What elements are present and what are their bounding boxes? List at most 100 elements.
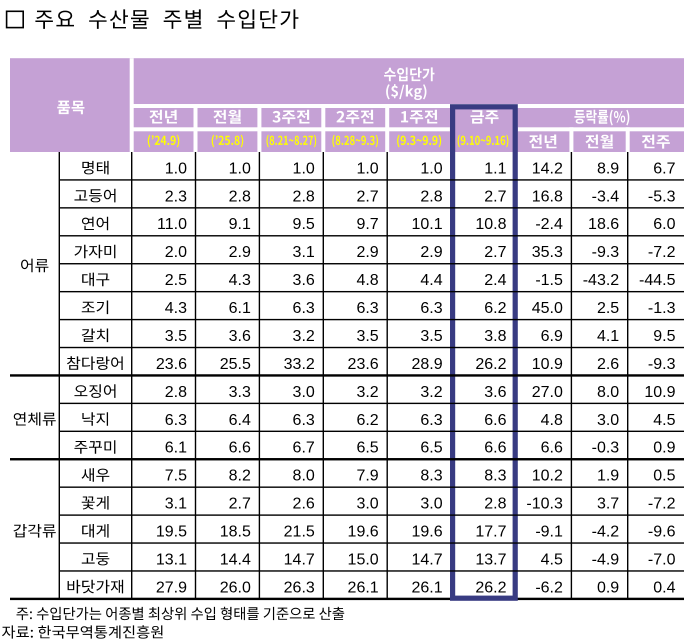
svg-text:-10.3: -10.3 (526, 496, 563, 513)
svg-text:3.3: 3.3 (229, 384, 251, 401)
svg-text:2.9: 2.9 (356, 244, 378, 261)
svg-text:13.7: 13.7 (475, 551, 506, 568)
svg-text:6.6: 6.6 (484, 440, 506, 457)
svg-text:-9.3: -9.3 (648, 356, 676, 373)
svg-text:6.4: 6.4 (229, 412, 251, 429)
svg-text:21.5: 21.5 (284, 523, 315, 540)
svg-text:6.7: 6.7 (293, 440, 315, 457)
svg-text:14.2: 14.2 (532, 160, 563, 177)
svg-text:-7.2: -7.2 (648, 496, 676, 513)
svg-text:17.7: 17.7 (475, 523, 506, 540)
svg-text:9.7: 9.7 (356, 216, 378, 233)
svg-text:6.5: 6.5 (356, 440, 378, 457)
svg-text:1.0: 1.0 (293, 160, 315, 177)
svg-text:3.1: 3.1 (293, 244, 315, 261)
svg-text:3.0: 3.0 (597, 412, 619, 429)
svg-text:4.3: 4.3 (229, 272, 251, 289)
svg-text:18.5: 18.5 (220, 523, 251, 540)
svg-text:10.9: 10.9 (532, 356, 563, 373)
svg-text:-4.9: -4.9 (592, 551, 620, 568)
svg-text:3.2: 3.2 (420, 384, 442, 401)
svg-text:-6.2: -6.2 (535, 579, 563, 596)
svg-text:4.1: 4.1 (597, 328, 619, 345)
svg-text:3.6: 3.6 (484, 384, 506, 401)
svg-text:-1.5: -1.5 (535, 272, 563, 289)
svg-text:3.5: 3.5 (165, 328, 187, 345)
svg-text:19.6: 19.6 (411, 523, 442, 540)
svg-text:0.9: 0.9 (653, 440, 675, 457)
svg-text:11.0: 11.0 (157, 216, 187, 233)
svg-text:2.8: 2.8 (420, 188, 442, 205)
svg-text:-5.3: -5.3 (648, 188, 676, 205)
svg-text:6.1: 6.1 (165, 440, 187, 457)
svg-text:13.1: 13.1 (156, 551, 187, 568)
svg-text:2.8: 2.8 (229, 188, 251, 205)
svg-text:10.9: 10.9 (644, 384, 675, 401)
svg-text:3.5: 3.5 (420, 328, 442, 345)
svg-text:-9.6: -9.6 (648, 523, 676, 540)
svg-text:27.9: 27.9 (156, 579, 187, 596)
svg-text:28.9: 28.9 (411, 356, 442, 373)
svg-text:2.9: 2.9 (229, 244, 251, 261)
svg-text:6.3: 6.3 (356, 300, 378, 317)
svg-text:3.2: 3.2 (293, 328, 315, 345)
svg-text:3.2: 3.2 (356, 384, 378, 401)
svg-text:3.7: 3.7 (597, 496, 619, 513)
svg-text:6.3: 6.3 (420, 300, 442, 317)
svg-text:6.3: 6.3 (293, 412, 315, 429)
svg-text:26.0: 26.0 (220, 579, 251, 596)
svg-text:26.1: 26.1 (411, 579, 442, 596)
svg-text:9.1: 9.1 (229, 216, 251, 233)
svg-text:26.2: 26.2 (475, 356, 506, 373)
svg-text:4.8: 4.8 (356, 272, 378, 289)
svg-text:7.5: 7.5 (165, 468, 187, 485)
svg-text:0.4: 0.4 (653, 579, 675, 596)
svg-text:7.9: 7.9 (356, 468, 378, 485)
svg-text:3.0: 3.0 (356, 496, 378, 513)
svg-text:-44.5: -44.5 (639, 272, 676, 289)
svg-text:8.2: 8.2 (229, 468, 251, 485)
svg-text:2.3: 2.3 (165, 188, 187, 205)
svg-text:16.8: 16.8 (532, 188, 563, 205)
svg-text:6.7: 6.7 (653, 160, 675, 177)
svg-text:2.7: 2.7 (484, 244, 506, 261)
svg-text:10.2: 10.2 (532, 468, 563, 485)
svg-text:2.9: 2.9 (420, 244, 442, 261)
svg-text:-7.0: -7.0 (648, 551, 676, 568)
svg-text:3.0: 3.0 (420, 496, 442, 513)
svg-text:6.0: 6.0 (653, 216, 675, 233)
svg-text:14.4: 14.4 (220, 551, 251, 568)
svg-text:-7.2: -7.2 (648, 244, 676, 261)
svg-text:8.3: 8.3 (484, 468, 506, 485)
svg-text:-4.2: -4.2 (592, 523, 620, 540)
svg-text:19.5: 19.5 (156, 523, 187, 540)
svg-text:-43.2: -43.2 (583, 272, 620, 289)
svg-text:6.9: 6.9 (541, 328, 563, 345)
svg-text:33.2: 33.2 (284, 356, 315, 373)
svg-text:1.0: 1.0 (165, 160, 187, 177)
svg-text:8.0: 8.0 (597, 384, 619, 401)
svg-text:-9.3: -9.3 (592, 244, 620, 261)
svg-text:6.1: 6.1 (229, 300, 251, 317)
svg-text:6.5: 6.5 (420, 440, 442, 457)
svg-text:26.3: 26.3 (284, 579, 315, 596)
svg-text:0.5: 0.5 (653, 468, 675, 485)
svg-text:2.7: 2.7 (356, 188, 378, 205)
svg-text:2.8: 2.8 (293, 188, 315, 205)
svg-text:10.8: 10.8 (475, 216, 506, 233)
svg-text:25.5: 25.5 (220, 356, 251, 373)
svg-text:15.0: 15.0 (348, 551, 379, 568)
svg-text:-1.3: -1.3 (648, 300, 676, 317)
svg-text:9.5: 9.5 (293, 216, 315, 233)
svg-text:6.3: 6.3 (293, 300, 315, 317)
svg-text:3.6: 3.6 (229, 328, 251, 345)
svg-text:6.6: 6.6 (484, 412, 506, 429)
svg-text:3.5: 3.5 (356, 328, 378, 345)
svg-text:8.0: 8.0 (293, 468, 315, 485)
svg-text:2.7: 2.7 (229, 496, 251, 513)
svg-text:1.9: 1.9 (597, 468, 619, 485)
svg-text:8.9: 8.9 (597, 160, 619, 177)
svg-text:14.7: 14.7 (411, 551, 442, 568)
svg-text:6.6: 6.6 (541, 440, 563, 457)
svg-text:1.0: 1.0 (356, 160, 378, 177)
